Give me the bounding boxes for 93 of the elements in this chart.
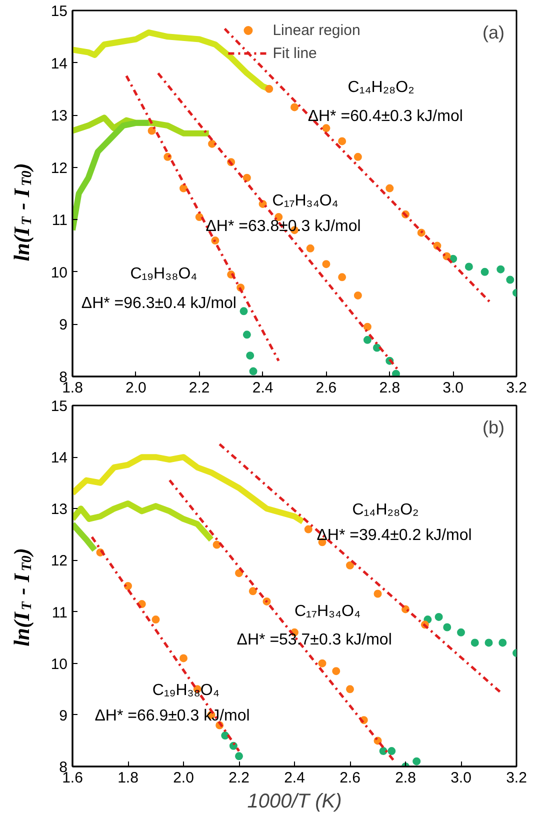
annotation: C₁₉H₃₈O₄	[130, 266, 198, 283]
point	[346, 685, 354, 694]
x-tick-label: 3.0	[450, 770, 472, 786]
point	[265, 84, 274, 93]
legend-label: Fit line	[272, 44, 317, 62]
point	[304, 525, 312, 534]
point	[354, 291, 362, 300]
annotation: ΔH* =60.4±0.3 kJ/mol	[308, 108, 463, 126]
point	[363, 336, 372, 344]
point	[242, 174, 251, 182]
point	[148, 126, 156, 135]
point	[498, 638, 507, 647]
annotation: C₁₇H₃₄O₄	[272, 192, 338, 210]
point	[506, 276, 514, 284]
point	[412, 757, 421, 766]
x-tick-label: 2.0	[126, 380, 146, 396]
point	[363, 322, 372, 331]
x-tick-label: 3.2	[506, 770, 527, 786]
point	[242, 330, 251, 339]
x-tick-label: 3.0	[442, 380, 464, 396]
point	[374, 590, 382, 598]
point	[180, 654, 188, 662]
y-tick-label: 10	[50, 656, 68, 673]
text: (b)	[482, 418, 504, 438]
point	[354, 152, 362, 161]
annotation: ΔH* =66.9±0.3 kJ/mol	[94, 707, 250, 724]
point	[386, 184, 394, 192]
y-tick-label: 11	[52, 212, 68, 230]
annotation: C₁₇H₃₄O₄	[294, 602, 361, 620]
annotation: C₁₉H₃₈O₄	[152, 682, 220, 700]
x-tick-label: 2.2	[228, 770, 250, 786]
y-tick-label: 11	[52, 604, 68, 622]
annotation: ΔH* =96.3±0.4 kJ/mol	[81, 294, 236, 312]
point	[322, 124, 330, 132]
point	[235, 569, 243, 578]
annotation: C₁₄H₂₈O₂	[348, 78, 414, 96]
point	[180, 184, 188, 192]
y-tick-label: 13	[50, 501, 68, 518]
x-tick-label: 1.8	[118, 770, 138, 786]
x-tick-label: 2.8	[395, 770, 416, 786]
x-tick-label: 2.4	[284, 770, 305, 786]
point	[248, 587, 257, 596]
point	[221, 732, 230, 740]
x-tick-label: 2.2	[188, 380, 210, 396]
x-tick-label: 2.0	[173, 770, 194, 786]
point	[318, 659, 326, 668]
point	[434, 612, 443, 621]
point	[235, 752, 243, 760]
point	[470, 638, 479, 647]
y-tick-label: 15	[50, 3, 68, 20]
point	[212, 540, 221, 549]
point	[249, 367, 258, 376]
x-tick-label: 2.8	[379, 380, 400, 396]
point	[388, 747, 396, 756]
annotation: C₁₄H₂₈O₂	[352, 502, 419, 519]
x-tick-label: 3.2	[506, 380, 527, 396]
x-axis-title: 1000/T (K)	[247, 790, 342, 812]
point	[484, 638, 493, 647]
y-tick-label: 9	[59, 707, 68, 724]
point	[240, 307, 248, 316]
y-tick-label: 14	[50, 450, 68, 467]
point	[457, 628, 465, 636]
point	[480, 268, 489, 276]
point	[332, 667, 340, 676]
point	[246, 352, 254, 360]
point	[464, 262, 473, 271]
point	[152, 616, 160, 624]
y-tick-label: 12	[50, 160, 68, 177]
point	[346, 561, 354, 570]
point	[306, 244, 314, 252]
point	[443, 623, 452, 632]
y-tick-label: 12	[50, 552, 68, 570]
text: (a)	[482, 22, 504, 42]
y-axis-title: ln(IT - IT0)	[9, 162, 35, 262]
point	[290, 103, 298, 112]
y-tick-label: 13	[50, 108, 68, 125]
x-tick-label: 2.6	[316, 380, 337, 396]
point	[322, 260, 330, 268]
point	[208, 140, 216, 148]
y-tick-label: 14	[50, 55, 68, 72]
point	[338, 137, 346, 146]
annotation: ΔH* =39.4±0.2 kJ/mol	[316, 526, 472, 544]
y-axis-title: ln(IT - IT0)	[9, 548, 35, 646]
point	[392, 370, 400, 376]
y-tick-label: 10	[50, 264, 68, 282]
y-tick-label: 15	[50, 398, 68, 415]
point	[338, 273, 346, 282]
y-tick-label: 9	[59, 316, 68, 334]
annotation: ΔH* =53.7±0.3 kJ/mol	[236, 632, 392, 649]
legend-label: Linear region	[272, 22, 360, 38]
point	[496, 265, 505, 274]
x-tick-label: 2.6	[340, 770, 360, 786]
x-tick-label: 2.4	[252, 380, 274, 396]
